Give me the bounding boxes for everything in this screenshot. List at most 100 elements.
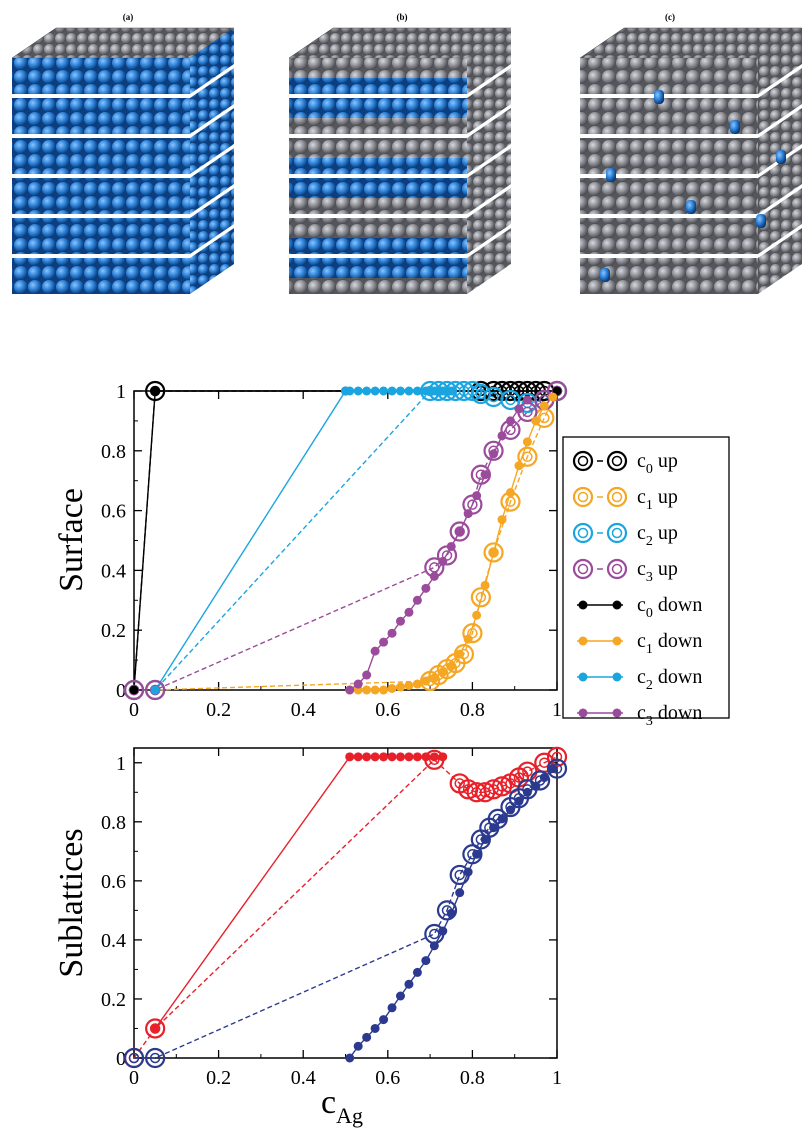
front-row — [12, 278, 190, 294]
surface-y-tick-label: 1 — [116, 381, 126, 403]
sublattices-point-dot — [353, 1041, 363, 1051]
sublattices-point-ring-inner — [522, 766, 533, 777]
side-row — [758, 68, 802, 134]
sublattices-point-dot — [429, 752, 439, 762]
surface-point-dot — [429, 386, 439, 396]
front-row — [12, 258, 190, 278]
surface-ticks: 0 0.2 0.4 0.6 0.8 1 0 0.2 0.4 0.6 0.8 1 — [101, 381, 562, 721]
front-row — [289, 218, 467, 238]
front-row — [12, 138, 190, 158]
surface-point-dot — [522, 437, 532, 447]
surface-point-dot — [370, 685, 380, 695]
front-row — [289, 58, 467, 78]
legend-marker-ring-inner — [577, 491, 589, 503]
surface-point-dot — [412, 679, 422, 689]
front-row — [12, 58, 190, 78]
x-axis-label: cAg — [321, 1084, 363, 1128]
sublattices-point-dot — [353, 752, 363, 762]
surface-point-dot — [455, 649, 465, 659]
sublattices-x-tick-label: 0.4 — [291, 1067, 316, 1089]
legend-marker-ring — [572, 558, 594, 580]
surface-point-ring — [145, 679, 166, 701]
legend-marker-ring — [606, 558, 628, 580]
surface-point-ring — [123, 679, 145, 701]
surface-point-dot — [421, 386, 431, 396]
sublattices-point-dot — [395, 752, 405, 762]
front-row — [580, 198, 758, 214]
surface-point-dot — [404, 386, 414, 396]
surface-point-dot — [497, 515, 507, 525]
surface-point-dot — [387, 684, 397, 694]
surface-x-tick-label: 0.2 — [206, 699, 231, 721]
side-row — [467, 228, 511, 294]
side-row — [758, 28, 802, 94]
sublattices-y-tick-label: 0.8 — [101, 812, 126, 834]
surface-point-dot — [548, 392, 558, 402]
surface-series-line-7 — [349, 399, 528, 691]
sublattices-y-tick-label: 1 — [116, 753, 126, 775]
sublattices-y-axis-label: Sublattices — [53, 828, 90, 977]
surface-plot-frame — [133, 390, 558, 691]
legend-marker-ring-inner — [611, 491, 623, 503]
legend-marker-ring — [572, 486, 594, 508]
sublattices-point-dot — [387, 1003, 397, 1013]
structure-panel-b — [288, 27, 512, 294]
surface-point-dot — [412, 595, 422, 605]
legend-label: c1 up — [637, 486, 678, 513]
sublattices-point-dot — [387, 752, 397, 762]
sublattices-ticks: 0 0.2 0.4 0.6 0.8 1 0 0.2 0.4 0.6 0.8 1 — [101, 748, 562, 1089]
surface-point-dot — [505, 416, 515, 426]
surface-point-ring — [483, 440, 504, 461]
side-row — [190, 188, 234, 254]
side-row — [758, 148, 802, 214]
surface-point-dot — [404, 607, 414, 617]
sublattices-point-dot — [395, 991, 405, 1001]
surface-series-line-1 — [134, 390, 558, 691]
sublattices-x-tick-label: 0.6 — [375, 1067, 400, 1089]
sublattices-point-dot — [421, 752, 431, 762]
legend-marker-ring — [606, 450, 628, 472]
sublattices-y-tick-label: 0 — [116, 1048, 126, 1070]
surface-point-dot — [150, 386, 160, 396]
surface-point-dot — [379, 386, 389, 396]
surface-point-dot — [489, 547, 499, 557]
surface-y-tick-label: 0.8 — [101, 441, 126, 463]
surface-point-dot — [497, 431, 507, 441]
surface-point-ring-inner — [429, 562, 440, 573]
surface-point-ring — [453, 644, 475, 665]
surface-point-dot — [489, 449, 499, 459]
surface-point-ring-inner — [539, 412, 550, 424]
side-row — [190, 228, 234, 294]
sublattices-series-lines — [133, 756, 558, 1059]
defect-atom — [756, 214, 766, 228]
front-row — [12, 178, 190, 198]
front-row — [289, 258, 467, 278]
surface-point-dot — [395, 616, 405, 626]
sublattices-point-dot — [522, 787, 532, 797]
front-row — [580, 98, 758, 118]
surface-y-axis-label: Surface — [53, 488, 90, 592]
surface-point-ring — [462, 380, 483, 402]
legend-label: c0 down — [637, 594, 702, 621]
sublattices-point-dot — [421, 956, 431, 966]
defect-atom — [730, 120, 740, 134]
surface-point-ring — [546, 380, 568, 402]
front-row — [12, 158, 190, 174]
legend-marker-dot — [578, 672, 588, 682]
side-row — [467, 28, 511, 94]
surface-point-dot — [472, 610, 482, 620]
legend-label: c2 down — [637, 666, 702, 693]
sublattices-point-ring — [546, 758, 568, 779]
sublattices-point-ring-inner — [454, 869, 465, 881]
legend-marker-ring-inner — [577, 527, 589, 539]
surface-point-dot — [370, 386, 380, 396]
front-row — [289, 98, 467, 118]
sublattices-point-dot — [379, 752, 389, 762]
surface-point-dot — [531, 416, 541, 426]
front-row — [289, 78, 467, 94]
sublattices-point-dot — [539, 773, 549, 783]
sublattices-point-ring — [145, 1018, 166, 1039]
surface-point-ring-inner — [522, 406, 533, 418]
surface-point-dot — [480, 470, 490, 480]
